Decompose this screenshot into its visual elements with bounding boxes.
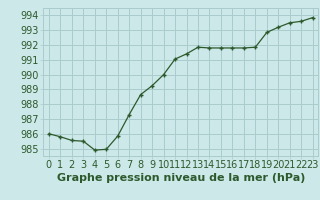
X-axis label: Graphe pression niveau de la mer (hPa): Graphe pression niveau de la mer (hPa): [57, 173, 305, 183]
